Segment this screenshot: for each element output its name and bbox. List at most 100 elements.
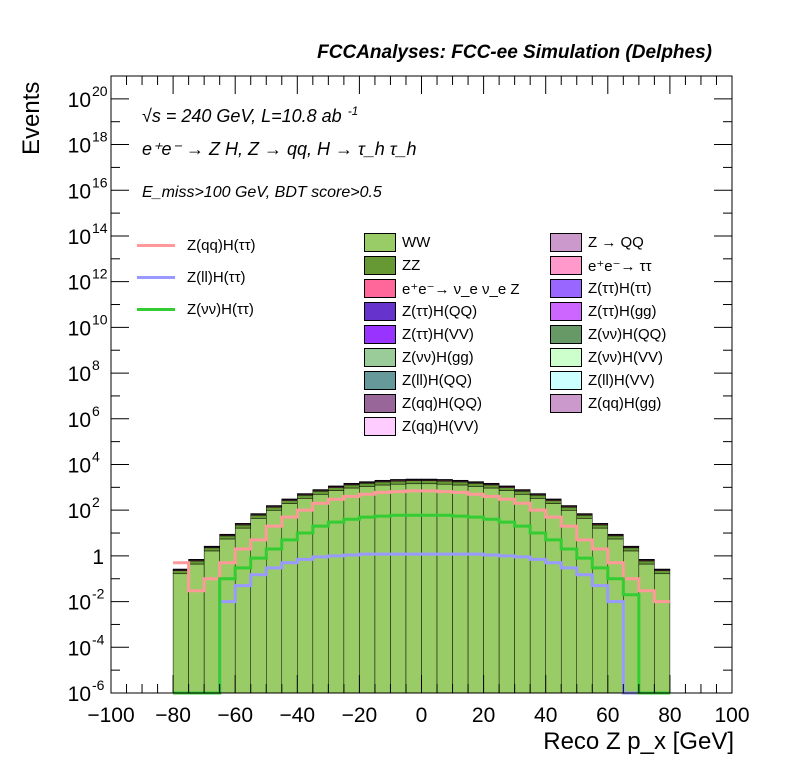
legend-item: Z(qq)H(QQ) [364, 394, 482, 413]
legend-label: Z(qq)H(VV) [402, 418, 479, 435]
legend-item: Z(νν)H(gg) [364, 348, 474, 367]
legend-item: WW [364, 233, 430, 252]
legend-item: Z(ττ)H(VV) [364, 325, 474, 344]
x-tick-label: −80 [155, 704, 191, 727]
bar-zz [250, 515, 267, 519]
legend-item: Z(ττ)H(gg) [550, 302, 657, 321]
legend-color-swatch [364, 256, 396, 275]
bar-zz [623, 547, 640, 552]
bar-ww [545, 503, 562, 694]
legend-label: Z(qq)H(QQ) [402, 395, 482, 412]
bar-zz [172, 570, 189, 575]
x-tick-label: −60 [217, 704, 253, 727]
legend-item: e⁺e⁻→ ττ [550, 256, 652, 275]
y-tick-label: 1 [92, 546, 104, 569]
bar-zz [560, 506, 577, 511]
bar-zz [328, 487, 345, 491]
x-tick-label: −20 [342, 704, 378, 727]
y-tick-exponent: 14 [92, 220, 108, 236]
legend-line-swatch [137, 276, 175, 279]
x-tick-label: 80 [658, 704, 681, 727]
bar-zz [452, 481, 469, 486]
bar-ww [638, 563, 655, 694]
bar-zz [592, 524, 609, 529]
bar-ww [172, 573, 189, 694]
legend-item: Z(νν)H(ττ) [137, 301, 254, 318]
legend-label: Z(νν)H(VV) [588, 349, 663, 366]
legend-color-swatch [364, 348, 396, 367]
bar-zz [467, 483, 484, 487]
bar-zz [529, 495, 546, 499]
x-tick-label: 60 [596, 704, 619, 727]
legend-item: Z(qq)H(ττ) [137, 237, 256, 254]
legend-item: Z(ll)H(VV) [550, 371, 655, 390]
bar-zz [607, 535, 624, 540]
bar-ww [592, 527, 609, 694]
bar-zz [266, 506, 283, 511]
bar-ww [623, 550, 640, 694]
y-tick-label: 10 [68, 363, 91, 386]
y-tick-label: 10 [68, 135, 91, 158]
legend-color-swatch [550, 394, 582, 413]
x-tick-label: 0 [416, 704, 428, 727]
bar-zz [638, 560, 655, 565]
legend-label: Z(ττ)H(VV) [402, 326, 474, 343]
y-tick-label: 10 [68, 226, 91, 249]
legend-label: e⁺e⁻→ ττ [588, 257, 652, 275]
legend-item: ZZ [364, 256, 420, 275]
x-tick-label: 40 [534, 704, 557, 727]
bar-zz [297, 495, 314, 499]
bar-zz [203, 547, 220, 552]
y-tick-exponent: 18 [92, 129, 108, 145]
bar-zz [343, 484, 360, 489]
process-annotation: e⁺e⁻ → Z H, Z → qq, H → τ_h τ_h [142, 139, 417, 159]
legend-color-swatch [550, 256, 582, 275]
stacked-histogram [172, 478, 671, 694]
y-tick-label: 10 [68, 592, 91, 615]
y-tick-label: 10 [68, 409, 91, 432]
energy-lumi-text: √s = 240 GeV, L=10.8 ab [142, 106, 342, 126]
legend-color-swatch [364, 394, 396, 413]
legend-color-swatch [550, 348, 582, 367]
y-tick-exponent: -4 [92, 631, 105, 647]
legend-color-swatch [550, 233, 582, 252]
lumi-exponent: -1 [347, 104, 359, 118]
legend-color-swatch [550, 279, 582, 298]
legend-line-swatch [137, 308, 175, 311]
legend-label: Z(νν)H(ττ) [187, 301, 254, 318]
y-tick-exponent: 12 [92, 266, 108, 282]
bar-zz [545, 500, 562, 504]
legend-color-swatch [364, 325, 396, 344]
legend-color-swatch [364, 417, 396, 436]
bar-ww [297, 498, 314, 694]
x-tick-label: −100 [87, 704, 134, 727]
legend-label: Z(ττ)H(gg) [588, 303, 657, 320]
x-axis-label: Reco Z p_x [GeV] [543, 728, 734, 755]
bar-ww [266, 510, 283, 694]
legend-item: Z(qq)H(VV) [364, 417, 479, 436]
y-tick-label: 10 [68, 454, 91, 477]
y-tick-label: 10 [68, 683, 91, 706]
bar-zz [421, 480, 438, 485]
legend-color-swatch [550, 302, 582, 321]
bar-zz [436, 480, 453, 485]
y-tick-label: 10 [68, 500, 91, 523]
y-tick-exponent: -2 [92, 586, 105, 602]
y-tick-exponent: 20 [92, 83, 108, 99]
legend-label: Z(νν)H(gg) [402, 349, 474, 366]
bar-zz [498, 487, 515, 491]
y-tick-exponent: 8 [92, 357, 100, 373]
bar-zz [483, 484, 500, 489]
legend-item: Z(ττ)H(ττ) [550, 279, 652, 298]
legend-label: Z(ττ)H(ττ) [588, 280, 652, 297]
legend-color-swatch [550, 371, 582, 390]
y-tick-exponent: -6 [92, 677, 105, 693]
bar-ww [654, 573, 671, 694]
bar-zz [219, 535, 236, 540]
y-tick-exponent: 10 [92, 311, 108, 327]
legend-item: Z(ll)H(QQ) [364, 371, 472, 390]
bar-zz [405, 480, 422, 485]
y-tick-label: 10 [68, 637, 91, 660]
x-tick-label: −40 [279, 704, 315, 727]
